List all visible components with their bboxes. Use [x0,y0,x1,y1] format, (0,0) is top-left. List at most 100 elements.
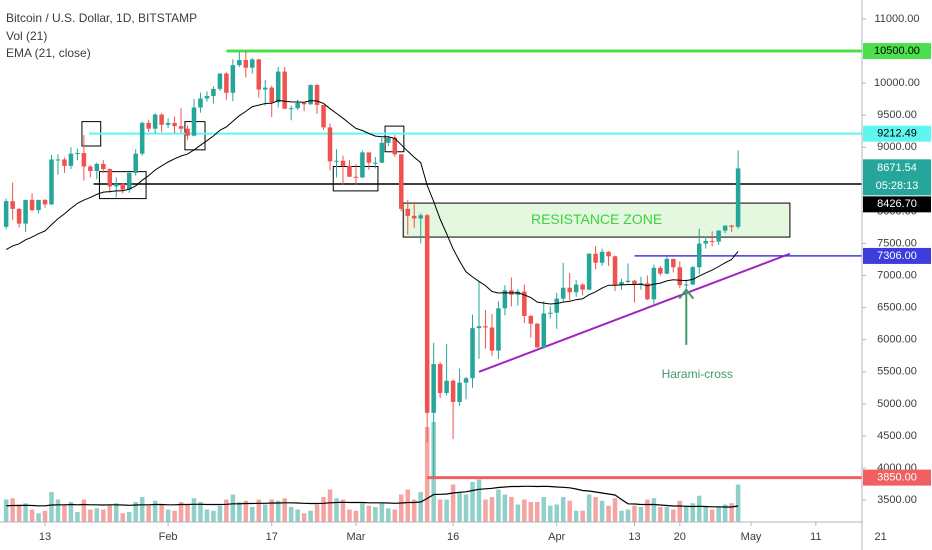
candle-body [81,153,87,167]
volume-bar [690,503,696,522]
candle-body [677,267,683,286]
volume-bar [632,505,637,522]
candle-body [237,60,242,66]
candle-body [301,103,307,105]
legend: Bitcoin / U.S. Dollar, 1D, BITSTAMP Vol … [6,11,197,60]
candle-body [42,199,48,205]
candle-body [172,122,177,127]
volume-bar [392,509,398,522]
volume-bar [716,507,721,522]
volume-bar [347,509,352,522]
level-tag-label: 9212.49 [877,128,917,140]
volume-bar [114,503,119,522]
candle-body [664,258,670,274]
candle-body [573,284,579,293]
candle-body [431,364,436,413]
level-tag-label: 7306.00 [877,250,917,262]
level-tag-label: 10500.00 [874,45,920,57]
candle-body [49,159,54,205]
price-tag [863,159,931,196]
candle-body [295,103,300,109]
candle-body [88,166,93,172]
candle-body [146,122,151,129]
candle-body [139,122,145,154]
price-tag-countdown: 05:28:13 [876,180,919,192]
volume-bar [3,499,9,522]
candle-body [373,162,378,164]
candle-body [735,168,741,227]
candle-body [586,253,592,290]
candle-body [75,153,80,155]
volume-bar [340,499,346,522]
y-tick-label: 6500.00 [877,302,917,314]
volume-bar [159,504,164,522]
volume-bar [424,427,430,522]
volume-bar [684,505,689,522]
candle-body [340,160,346,166]
volume-bar [671,509,676,522]
volume-bar [535,502,540,522]
candle-body [269,87,274,103]
volume-bar [237,502,242,522]
candle-body [489,327,495,351]
candle-body [256,59,262,90]
candle-body [651,267,657,300]
volume-ma-line [6,485,739,508]
volume-bar [62,504,67,522]
volume-bar [567,500,572,522]
y-tick-label: 4500.00 [877,430,917,442]
candle-body [347,165,352,177]
candle-body [399,154,404,209]
volume-bar [677,500,683,522]
volume-bar [101,509,106,522]
volume-bar [496,489,501,522]
y-tick-label: 7000.00 [877,269,917,281]
volume-bar [645,499,650,522]
volume-bar [580,510,585,522]
candle-body [55,159,61,161]
volume-bar [172,510,177,522]
level-tag [863,247,931,264]
candle-body [411,215,417,219]
volume-bar [528,502,534,522]
volume-bar [664,507,670,522]
candle-body [554,298,559,313]
candle-body [496,308,501,351]
candle-body [198,98,203,108]
candle-body [729,225,734,227]
pattern-box [98,171,147,200]
y-tick-label: 9000.00 [877,141,917,153]
volume-bar [230,494,236,522]
candle-body [314,85,320,105]
candle-body [625,280,631,282]
candle-body [10,201,15,209]
candle-body [16,208,22,224]
candle-body [36,199,41,211]
volume-bar [696,495,702,522]
price-axis-panel [862,0,932,550]
trend-line [478,252,791,373]
volume-bar [126,512,132,522]
volume-bar [722,504,728,522]
x-tick-label: 11 [810,531,821,543]
volume-bar [573,510,579,522]
volume-bar [334,498,339,522]
candle-body [379,142,385,163]
candle-body [599,251,605,263]
volume-bar [191,498,197,522]
volume-bar [554,504,559,522]
candle-body [632,280,637,285]
volume-bar [625,509,631,522]
x-tick-label: May [741,531,762,543]
candle-body [470,328,475,379]
candle-body [541,313,547,348]
candle-body [275,71,281,103]
volume-bar [243,500,249,522]
volume-bar [107,504,113,522]
candle-body [716,230,721,242]
candle-body [450,380,456,402]
candle-body [165,122,171,125]
x-tick-label: 17 [266,531,278,543]
candle-body [224,73,229,93]
